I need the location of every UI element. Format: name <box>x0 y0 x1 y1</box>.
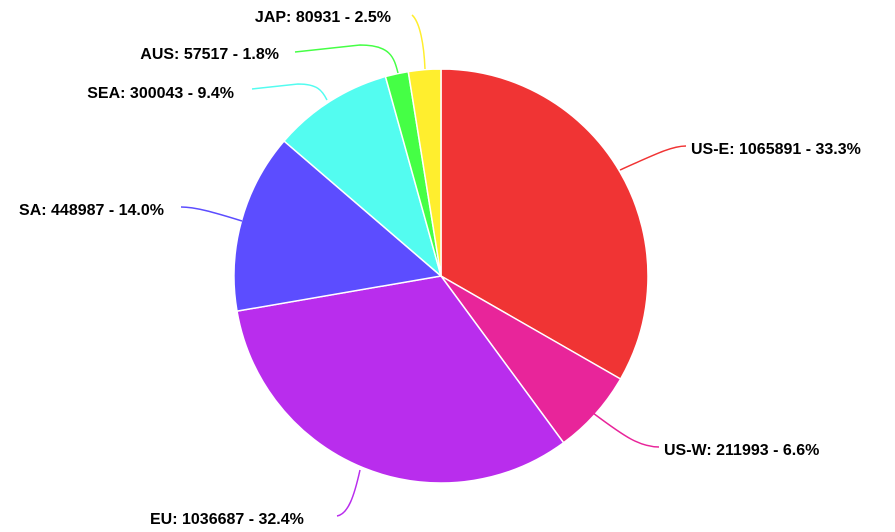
leader-line-jap <box>411 14 426 70</box>
pie-slice-jap <box>407 68 442 277</box>
slice-label-eu: EU: 1036687 - 32.4% <box>150 511 304 528</box>
leader-line-us-e <box>619 145 687 171</box>
pie-slice-sea <box>283 75 443 279</box>
slice-label-aus: AUS: 57517 - 1.8% <box>140 46 279 63</box>
pie-slices <box>233 68 649 484</box>
leader-line-us-w <box>592 412 660 448</box>
slice-label-us-w: US-W: 211993 - 6.6% <box>664 442 819 459</box>
label-leader-lines <box>180 14 687 517</box>
slice-label-jap: JAP: 80931 - 2.5% <box>255 9 391 26</box>
pie-slice-eu <box>236 275 565 484</box>
slice-labels: US-E: 1065891 - 33.3% US-W: 211993 - 6.6%… <box>19 9 861 528</box>
pie-slice-us-e <box>440 68 649 381</box>
leader-line-sa <box>180 206 243 222</box>
slice-label-us-e: US-E: 1065891 - 33.3% <box>691 141 861 158</box>
leader-line-sea <box>251 83 328 101</box>
leader-line-eu <box>336 469 361 517</box>
slice-label-sa: SA: 448987 - 14.0% <box>19 202 164 219</box>
slice-label-sea: SEA: 300043 - 9.4% <box>87 85 234 102</box>
leader-line-aus <box>294 44 399 74</box>
